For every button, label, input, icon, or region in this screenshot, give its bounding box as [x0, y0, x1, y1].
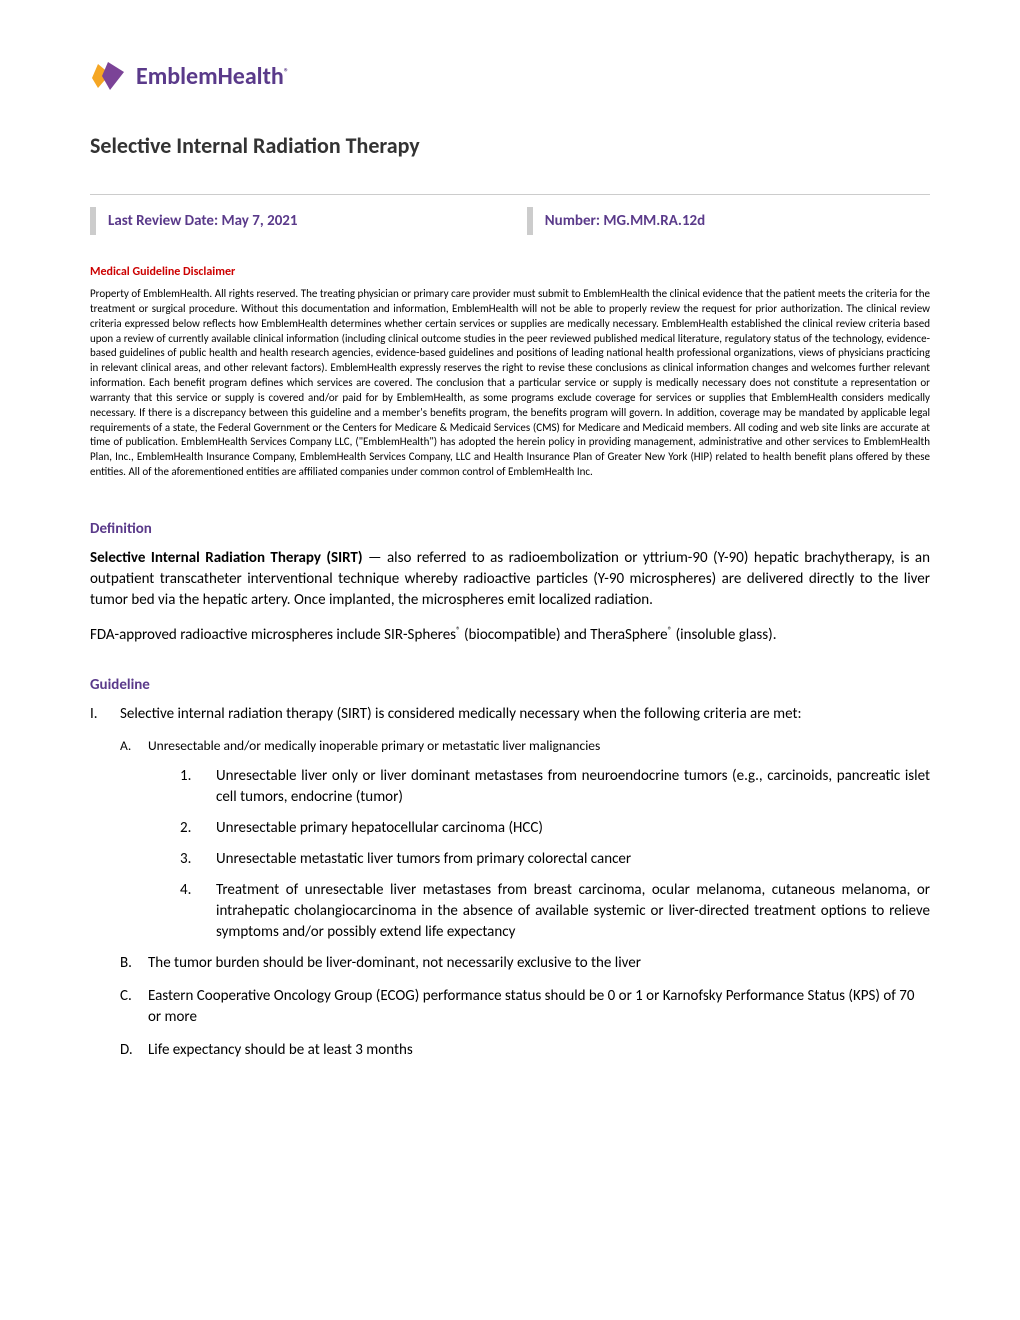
review-date-text: Last Review Date: May 7, 2021: [108, 212, 298, 230]
guideline-item-I-C: C. Eastern Cooperative Oncology Group (E…: [120, 986, 930, 1028]
logo-text: EmblemHealth®: [136, 62, 289, 91]
guideline-item-I-A-1: 1. Unresectable liver only or liver domi…: [180, 766, 930, 808]
guideline-heading: Guideline: [90, 676, 930, 694]
text: Unresectable liver only or liver dominan…: [216, 766, 930, 808]
marker: 4.: [180, 880, 216, 943]
document-title: Selective Internal Radiation Therapy: [90, 132, 930, 159]
marker: 2.: [180, 818, 216, 839]
meta-row: Last Review Date: May 7, 2021 Number: MG…: [90, 194, 930, 235]
guideline-body: I. Selective internal radiation therapy …: [90, 704, 930, 1061]
disclaimer-body: Property of EmblemHealth. All rights res…: [90, 287, 930, 480]
review-date: Last Review Date: May 7, 2021: [90, 207, 527, 235]
text: Unresectable and/or medically inoperable…: [148, 737, 600, 756]
text: The tumor burden should be liver-dominan…: [148, 953, 641, 974]
guideline-item-I-A-4: 4. Treatment of unresectable liver metas…: [180, 880, 930, 943]
guideline-item-I: I. Selective internal radiation therapy …: [90, 704, 930, 725]
marker: D.: [120, 1040, 148, 1061]
definition-paragraph-2: FDA-approved radioactive microspheres in…: [90, 625, 930, 646]
meta-bar: [90, 207, 96, 235]
marker: 1.: [180, 766, 216, 808]
text: Treatment of unresectable liver metastas…: [216, 880, 930, 943]
definition-term: Selective Internal Radiation Therapy (SI…: [90, 549, 363, 567]
text: Unresectable primary hepatocellular carc…: [216, 818, 543, 839]
marker: B.: [120, 953, 148, 974]
marker: I.: [90, 704, 120, 725]
text: Life expectancy should be at least 3 mon…: [148, 1040, 413, 1061]
definition-paragraph-1: Selective Internal Radiation Therapy (SI…: [90, 548, 930, 611]
guideline-item-I-B: B. The tumor burden should be liver-domi…: [120, 953, 930, 974]
text: Selective internal radiation therapy (SI…: [120, 704, 802, 725]
marker: C.: [120, 986, 148, 1028]
doc-number-text: Number: MG.MM.RA.12d: [545, 212, 705, 230]
disclaimer-title: Medical Guideline Disclaimer: [90, 265, 930, 279]
meta-bar: [527, 207, 533, 235]
logo-mark: [90, 60, 126, 92]
marker: 3.: [180, 849, 216, 870]
doc-number: Number: MG.MM.RA.12d: [527, 207, 705, 235]
guideline-item-I-A-3: 3. Unresectable metastatic liver tumors …: [180, 849, 930, 870]
marker: A.: [120, 737, 148, 756]
guideline-item-I-D: D. Life expectancy should be at least 3 …: [120, 1040, 930, 1061]
text: Unresectable metastatic liver tumors fro…: [216, 849, 631, 870]
guideline-item-I-A-2: 2. Unresectable primary hepatocellular c…: [180, 818, 930, 839]
guideline-item-I-A: A. Unresectable and/or medically inopera…: [120, 737, 930, 756]
definition-heading: Definition: [90, 520, 930, 538]
brand-logo: EmblemHealth®: [90, 60, 930, 92]
text: Eastern Cooperative Oncology Group (ECOG…: [148, 986, 930, 1028]
